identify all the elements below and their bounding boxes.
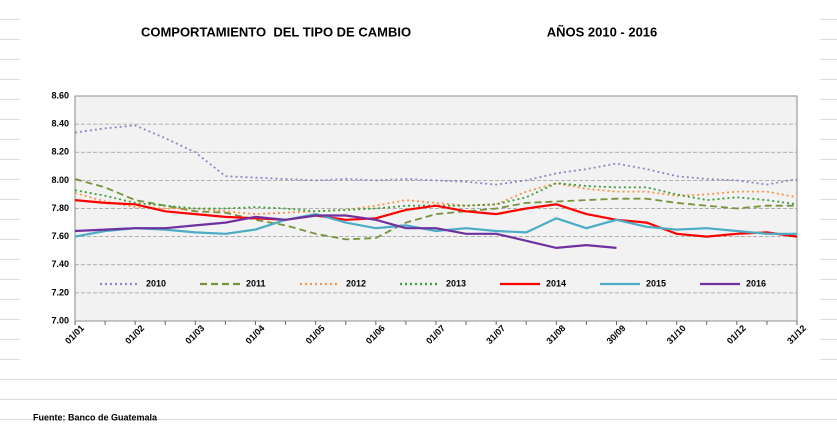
- y-tick-label: 8.00: [51, 175, 69, 185]
- y-tick-label: 8.60: [51, 90, 69, 100]
- series-line: [74, 214, 617, 250]
- y-tick-label: 7.20: [51, 287, 69, 297]
- y-tick-label: 7.00: [51, 315, 69, 325]
- legend-label: 2012: [346, 278, 366, 288]
- y-tick-label: 7.40: [51, 259, 69, 269]
- y-tick-label: 8.40: [51, 119, 69, 129]
- series-line: [74, 182, 798, 213]
- series-line: [74, 199, 798, 238]
- series-line: [74, 124, 798, 186]
- chart-subtitle: AÑOS 2010 - 2016: [547, 24, 658, 39]
- legend-label: 2010: [146, 278, 166, 288]
- series-line: [74, 212, 797, 238]
- source: Fuente: Banco de Guatemala: [33, 412, 158, 422]
- y-tick-label: 7.80: [51, 203, 69, 213]
- y-tick-label: 7.60: [51, 231, 69, 241]
- legend-label: 2015: [646, 278, 666, 288]
- legend-label: 2013: [446, 278, 466, 288]
- legend-label: 2014: [546, 278, 566, 288]
- series-line: [74, 178, 797, 241]
- legend-label: 2011: [246, 278, 266, 288]
- y-tick-label: 8.20: [51, 147, 69, 157]
- chart-title: COMPORTAMIENTO DEL TIPO DE CAMBIO: [141, 24, 411, 39]
- legend-label: 2016: [746, 278, 766, 288]
